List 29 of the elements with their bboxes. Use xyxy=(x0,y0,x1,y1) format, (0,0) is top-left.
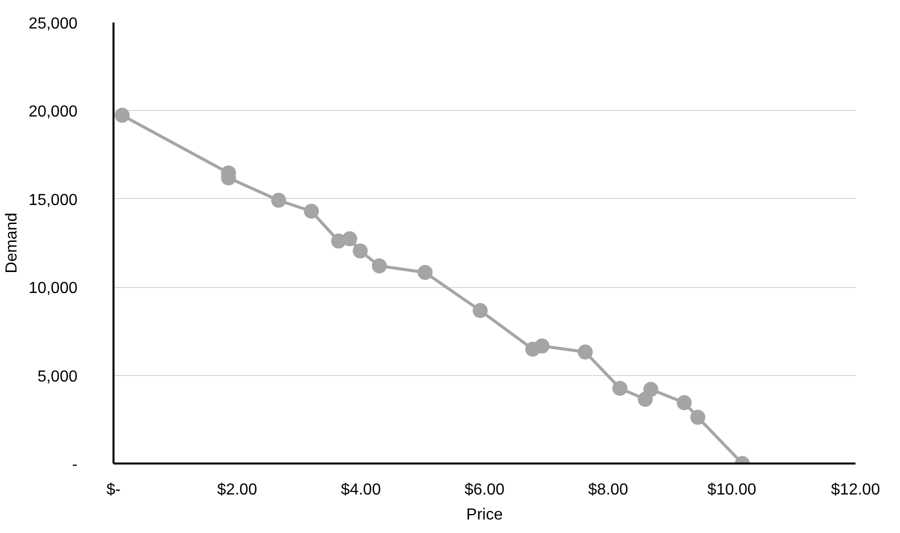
point xyxy=(418,264,433,280)
y-tick-label: 25,000 xyxy=(28,16,78,32)
x-tick-label: $6.00 xyxy=(464,482,505,498)
x-tick-label: $4.00 xyxy=(340,482,381,498)
point xyxy=(372,258,387,274)
point xyxy=(472,303,488,318)
point xyxy=(643,382,658,397)
point xyxy=(352,243,368,258)
y-tick-label: 5,000 xyxy=(37,368,78,386)
y-tick-label: 20,000 xyxy=(28,104,78,121)
point xyxy=(534,338,550,354)
y-tick-label: 10,000 xyxy=(28,280,78,298)
y-axis-title: Demand xyxy=(4,212,21,274)
x-tick-label: $2.00 xyxy=(217,482,258,498)
x-tick-label: $12.00 xyxy=(831,482,880,498)
y-tick-label: 15,000 xyxy=(28,192,78,209)
x-tick-label: $- xyxy=(106,482,121,498)
point xyxy=(690,410,706,425)
x-tick-label: $10.00 xyxy=(707,482,756,498)
point xyxy=(612,380,628,396)
point xyxy=(304,204,319,219)
point xyxy=(578,344,593,360)
point xyxy=(676,395,692,410)
x-axis-title: Price xyxy=(466,506,503,524)
point xyxy=(342,231,358,246)
point xyxy=(114,108,130,123)
x-tick-label: $8.00 xyxy=(588,482,628,498)
point xyxy=(271,192,286,208)
y-tick-label: - xyxy=(72,456,78,474)
